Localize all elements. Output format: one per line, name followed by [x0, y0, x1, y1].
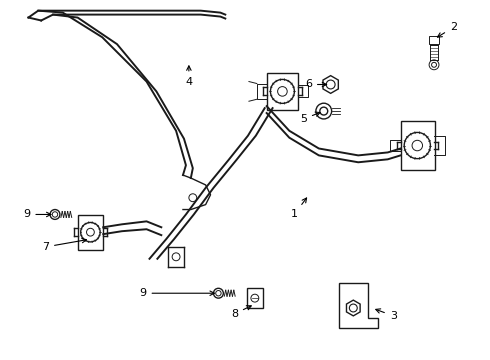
Text: 5: 5 [300, 112, 320, 124]
Bar [429, 36, 439, 44]
Text: 6: 6 [305, 80, 327, 90]
Text: 9: 9 [140, 288, 215, 298]
Text: 8: 8 [231, 306, 251, 319]
Bar [267, 73, 298, 110]
Text: 2: 2 [438, 22, 457, 37]
Text: 4: 4 [185, 66, 193, 86]
Bar [77, 215, 103, 250]
Text: 3: 3 [376, 309, 397, 321]
Bar [247, 288, 263, 308]
Bar [400, 121, 435, 170]
Text: 9: 9 [23, 210, 51, 220]
Text: 7: 7 [42, 238, 86, 252]
Text: 1: 1 [291, 198, 307, 220]
